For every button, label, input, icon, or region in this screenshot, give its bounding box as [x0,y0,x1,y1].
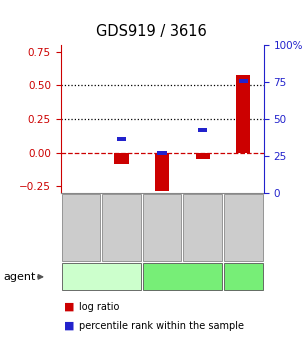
Text: aza-dC,
TSA: aza-dC, TSA [226,267,260,287]
Bar [196,153,210,159]
Text: GDS919 / 3616: GDS919 / 3616 [96,24,207,39]
Text: ■: ■ [64,321,74,331]
Text: log ratio: log ratio [79,302,119,312]
Bar [117,137,126,141]
Text: TSA: TSA [171,272,193,282]
Text: agent: agent [3,272,35,282]
Text: percentile rank within the sample: percentile rank within the sample [79,321,244,331]
Text: GSM27523: GSM27523 [239,204,248,251]
Bar [158,151,167,155]
Text: ■: ■ [64,302,74,312]
Text: GSM27521: GSM27521 [76,204,85,251]
Bar [236,75,250,153]
Bar [115,153,128,164]
Text: GSM27527: GSM27527 [117,204,126,251]
Bar [198,128,207,132]
Bar [239,79,248,83]
Text: aza-dC: aza-dC [82,272,121,282]
Bar [155,153,169,190]
Text: GSM27530: GSM27530 [198,204,207,251]
Text: GSM27522: GSM27522 [158,204,167,251]
